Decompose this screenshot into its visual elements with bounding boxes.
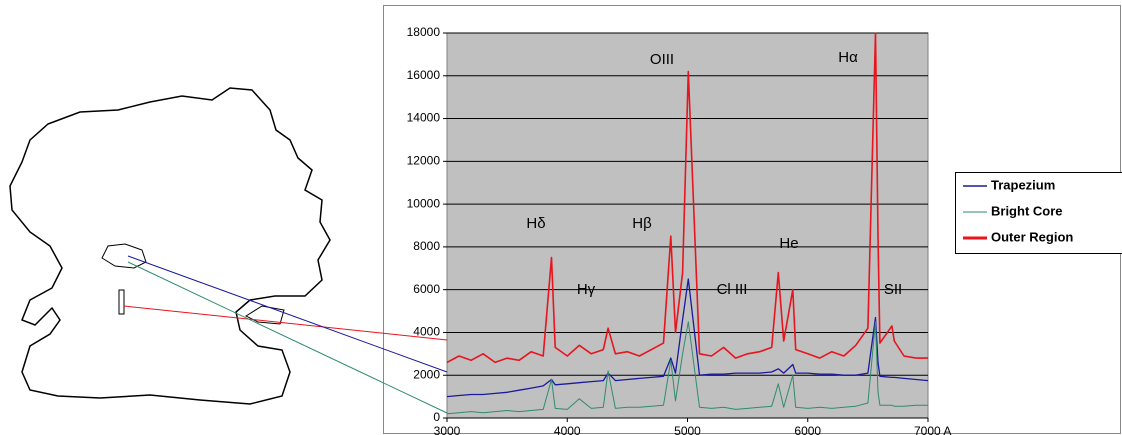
x-tick-label: 3000 [434, 424, 461, 435]
nebula-diagram [9, 87, 331, 405]
connector [123, 305, 448, 341]
annotation: Hδ [526, 215, 545, 232]
y-tick-label: 4000 [413, 325, 440, 339]
annotation: OIII [650, 51, 674, 68]
x-tick-label: 6000 [794, 424, 821, 435]
y-tick-label: 10000 [407, 196, 441, 210]
legend-label: Trapezium [991, 177, 1055, 192]
y-tick-label: 18000 [407, 25, 441, 39]
series-line [446, 32, 928, 364]
connector [127, 255, 448, 373]
series-line [446, 321, 928, 415]
x-tick-label: 4000 [554, 424, 581, 435]
annotation: Hγ [577, 281, 596, 298]
connector [127, 261, 448, 414]
y-tick-label: 6000 [413, 282, 440, 296]
legend-label: Bright Core [991, 203, 1063, 218]
nebula-outline [9, 87, 331, 405]
outer-slit [118, 289, 125, 315]
series-line [446, 278, 929, 398]
annotation: Cl III [717, 281, 748, 298]
annotation: Hα [838, 49, 858, 66]
y-tick-label: 16000 [407, 68, 441, 82]
connectors [123, 255, 448, 414]
y-tick-label: 12000 [407, 154, 441, 168]
x-tick-label: 7000 A [914, 424, 951, 435]
legend: Trapezium Bright Core Outer Region [963, 177, 1073, 244]
core-region [101, 243, 147, 269]
lower-loop [244, 305, 285, 325]
legend-label: Outer Region [991, 229, 1073, 244]
y-tick-label: 14000 [407, 111, 441, 125]
annotation: He [779, 235, 798, 252]
y-tick-label: 8000 [413, 239, 440, 253]
x-tick-label: 5000 [674, 424, 701, 435]
series-lines [446, 32, 929, 415]
annotation: Hβ [632, 215, 652, 232]
annotation: SII [884, 281, 902, 298]
y-tick-label: 0 [433, 410, 440, 424]
y-tick-label: 2000 [413, 367, 440, 381]
